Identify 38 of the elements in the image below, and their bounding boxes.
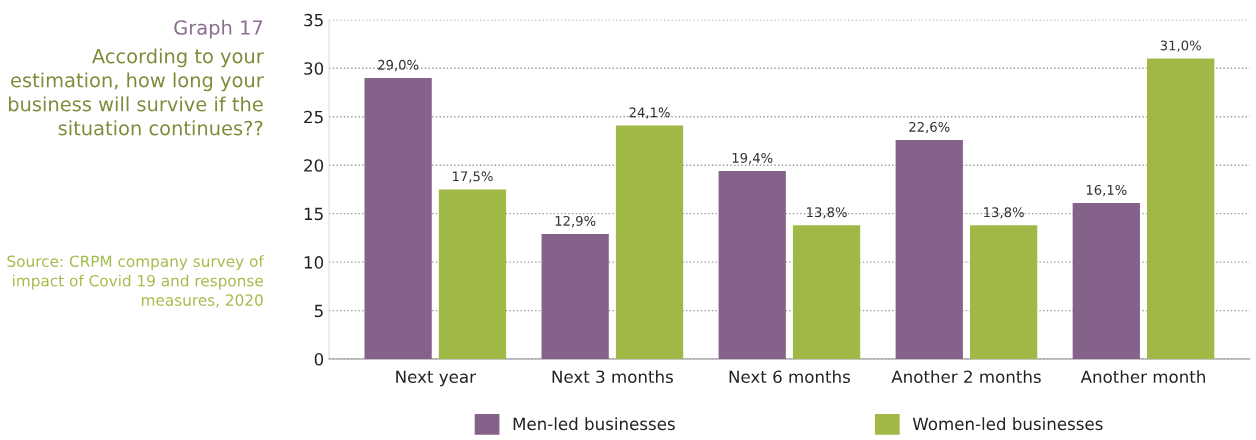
- data-label: 22,6%: [909, 121, 950, 134]
- bar: [364, 77, 432, 360]
- chart-title: Graph 17: [174, 19, 263, 39]
- bar: [718, 171, 786, 360]
- y-tick-label: 0: [314, 353, 324, 366]
- y-tick-label: 20: [304, 159, 324, 172]
- bar: [438, 189, 507, 360]
- bar: [1147, 58, 1215, 360]
- data-label: 13,8%: [807, 207, 847, 219]
- bar: [615, 125, 684, 360]
- bar: [969, 225, 1038, 360]
- legend-label: Women-led businesses: [912, 417, 1103, 431]
- data-label: 17,5%: [452, 171, 493, 183]
- bar: [895, 139, 963, 360]
- y-tick-label: 5: [314, 304, 323, 318]
- bar: [1072, 202, 1140, 360]
- y-tick-label: 30: [304, 62, 324, 75]
- y-tick-label: 15: [304, 207, 323, 221]
- y-tick-label: 35: [304, 13, 323, 27]
- x-tick-label: Next 3 months: [552, 370, 673, 384]
- legend-label: Men-led businesses: [513, 417, 675, 431]
- source-note: Source: CRPM company survey of impact of Covid 19 and response measures, 2020: [7, 255, 265, 308]
- data-label: 31,0%: [1160, 40, 1201, 52]
- text: According to your estimation, how long your business will survive if the situation continues??: [8, 48, 264, 136]
- data-label: 24,1%: [629, 107, 670, 119]
- bar: [541, 234, 609, 360]
- x-tick-label: Next 6 months: [729, 370, 850, 384]
- data-label: 16,1%: [1086, 184, 1127, 197]
- data-label: 13,8%: [984, 207, 1024, 219]
- x-tick-label: Another 2 months: [891, 370, 1041, 384]
- y-tick-label: 25: [304, 110, 323, 124]
- bar: [792, 225, 861, 360]
- data-label: 12,9%: [555, 215, 596, 228]
- x-tick-label: Next year: [396, 370, 476, 387]
- x-tick-label: Another month: [1080, 370, 1205, 384]
- data-label: 29,0%: [378, 59, 419, 72]
- y-tick-label: 10: [304, 256, 324, 269]
- data-label: 19,4%: [732, 152, 773, 165]
